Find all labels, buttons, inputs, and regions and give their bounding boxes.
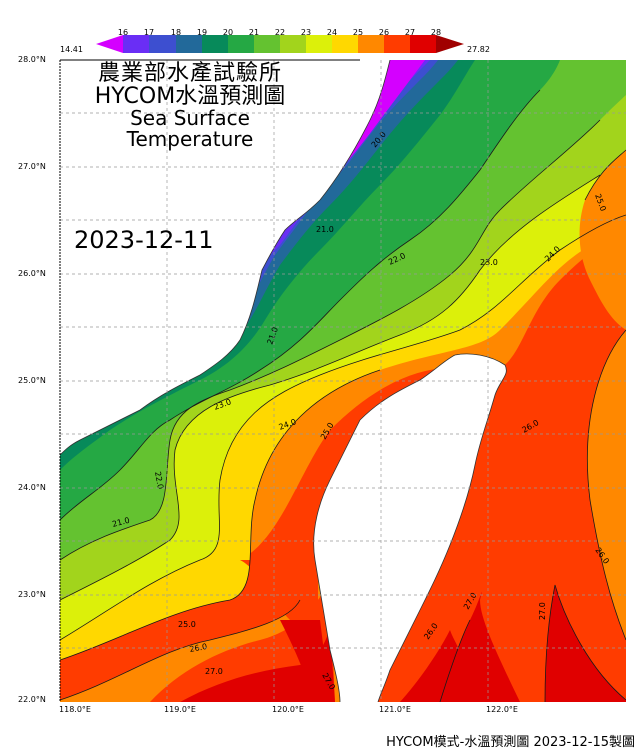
title-agency: 農業部水產試驗所 [97,61,282,86]
title-product: HYCOM水溫預測圖 [94,84,286,110]
colorbar-tick: 18 [170,28,182,37]
svg-text:21.0: 21.0 [111,516,131,529]
svg-text:27.0: 27.0 [205,667,223,676]
lat-label: 24.0°N [18,483,46,492]
lon-label: 121.0°E [379,705,411,714]
svg-text:22.0: 22.0 [153,471,165,490]
colorbar-tick: 24 [326,28,338,37]
colorbar-tick: 22 [274,28,286,37]
svg-text:23.0: 23.0 [480,258,498,267]
lon-label: 122.0°E [486,705,518,714]
colorbar-tick: 23 [300,28,312,37]
title-sst-line1: Sea Surface [130,106,250,131]
colorbar-tick: 19 [196,28,208,37]
footer-caption: HYCOM模式-水溫預測圖 2023-12-15製圖 [386,735,635,750]
colorbar-tick: 27 [404,28,416,37]
svg-text:21.0: 21.0 [316,225,334,234]
colorbar-max-label: 27.82 [467,45,490,54]
lat-label: 28.0°N [18,55,46,64]
lat-label: 23.0°N [18,590,46,599]
lon-label: 118.0°E [59,705,91,714]
colorbar-graphic [96,35,464,53]
colorbar-tick: 16 [117,28,129,37]
title-sst-line2: Temperature [126,127,254,152]
lon-label: 120.0°E [272,705,304,714]
colorbar-min-label: 14.41 [60,45,83,54]
colorbar-tick: 21 [248,28,260,37]
lon-label: 119.0°E [164,705,196,714]
lat-label: 22.0°N [18,695,46,704]
colorbar-tick: 25 [352,28,364,37]
lat-label: 26.0°N [18,269,46,278]
lat-label: 27.0°N [18,162,46,171]
colorbar: 16 17 18 19 20 21 22 23 24 25 26 27 28 1… [0,20,643,60]
colorbar-tick: 28 [430,28,442,37]
svg-text:27.0: 27.0 [538,602,547,620]
colorbar-tick: 17 [143,28,155,37]
colorbar-tick: 20 [222,28,234,37]
map-title: 農業部水產試驗所 HYCOM水溫預測圖 Sea Surface Temperat… [60,62,320,150]
colorbar-tick: 26 [378,28,390,37]
lat-label: 25.0°N [18,376,46,385]
svg-text:25.0: 25.0 [178,620,196,629]
forecast-date: 2023-12-11 [74,226,214,254]
